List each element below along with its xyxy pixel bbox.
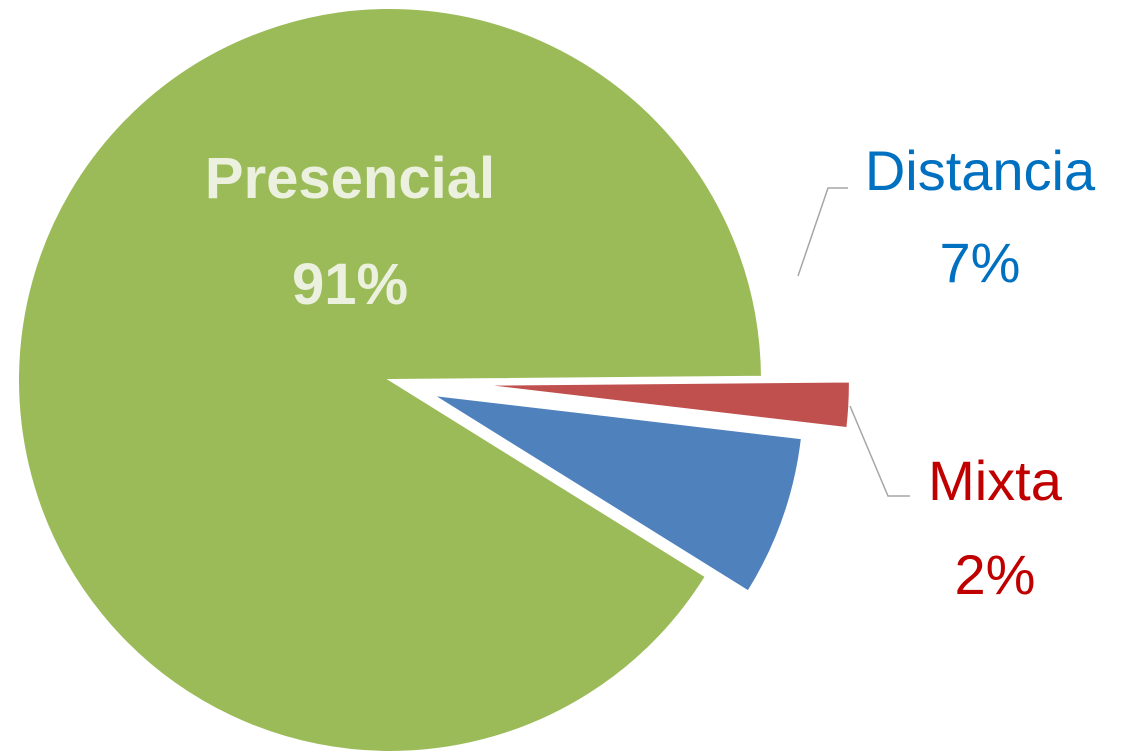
data-label-percent-mixta: 2% [955,543,1036,606]
leader-line-mixta [849,405,910,497]
leader-line-distancia [797,187,848,277]
data-label-name-presencial: Presencial [205,146,495,211]
data-label-percent-presencial: 91% [292,252,408,317]
pie-slice-presencial [17,7,763,752]
pie-slice-distancia [431,393,804,593]
data-labels: Presencial 91% Distancia 7% Mixta 2% [205,139,1096,606]
data-label-name-mixta: Mixta [928,449,1063,512]
data-label-name-distancia: Distancia [865,139,1096,202]
pie-slice-mixta [477,380,851,430]
data-label-percent-distancia: 7% [940,231,1021,294]
leader-lines [797,187,910,497]
pie-slices [17,7,851,752]
